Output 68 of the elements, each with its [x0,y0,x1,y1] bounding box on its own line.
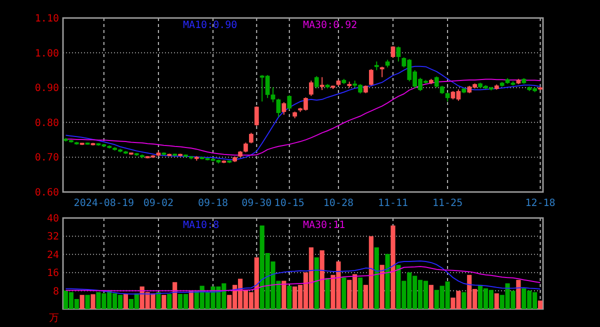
line-series [65,266,541,292]
bar [90,294,96,309]
bar [342,278,346,309]
bar [123,294,128,309]
candlestick [369,68,374,86]
bar [325,278,330,309]
bar [172,282,178,309]
bar [162,294,166,309]
y-tick-label: 32 [46,232,59,243]
candlestick [287,94,292,110]
bar [287,286,292,309]
bar [428,284,434,309]
text: MA10:0.90 [183,20,238,31]
bar [462,292,466,309]
y-tick-label: 0.60 [34,188,59,198]
y-tick-label: 16 [46,268,59,280]
text: MA10:8 [183,220,220,231]
candlestick [276,98,281,118]
candlestick [396,46,401,62]
bar [156,292,161,309]
x-tick-label: 10-28 [323,198,354,209]
bar [167,294,172,309]
x-tick-label: 09-18 [198,198,228,209]
bar [358,278,363,309]
x-tick-label: 2024-08-19 [74,198,134,209]
candlestick [254,106,259,126]
bar [85,294,90,309]
candlestick [282,102,286,116]
y-tick-label: 0.90 [34,83,59,94]
bar [374,247,379,309]
text: MA30:0.92 [303,20,358,31]
bar [380,264,384,309]
text: MA30:11 [303,220,346,231]
candlestick [445,92,450,102]
x-tick-label: 09-30 [242,198,272,209]
candlestick [309,80,314,96]
candlestick [380,66,384,78]
candlestick [314,76,319,89]
y-tick-label: 40 [46,214,59,224]
bar [314,257,319,309]
y-axis-title: 万 [49,313,59,324]
bar [390,226,396,309]
line-series [65,260,541,294]
y-tick-label: 0.80 [34,118,59,129]
y-tick-label: 8 [52,286,59,298]
candlestick [434,76,439,88]
bar [494,293,499,309]
candlestick [390,46,396,59]
bar [538,300,543,309]
candlestick [249,132,254,144]
x-tick-label: 09-02 [143,198,174,209]
line-series [65,66,541,160]
candlestick [320,76,324,91]
y-tick-label: 1.10 [34,14,59,24]
x-tick-label: 11-25 [432,198,463,209]
x-tick-label: 11-11 [378,198,408,209]
x-tick-label: 12-18 [525,198,556,209]
x-tick-label: 10-15 [274,198,304,209]
bar [320,250,324,309]
bar [282,280,286,309]
y-tick-label: 24 [46,250,59,261]
bar [385,254,390,309]
line-series [65,78,541,156]
y-tick-label: 0.70 [34,152,59,164]
bar [80,294,84,309]
candlestick [244,142,248,153]
y-tick-label: 1.00 [34,48,59,60]
bar [516,280,521,309]
